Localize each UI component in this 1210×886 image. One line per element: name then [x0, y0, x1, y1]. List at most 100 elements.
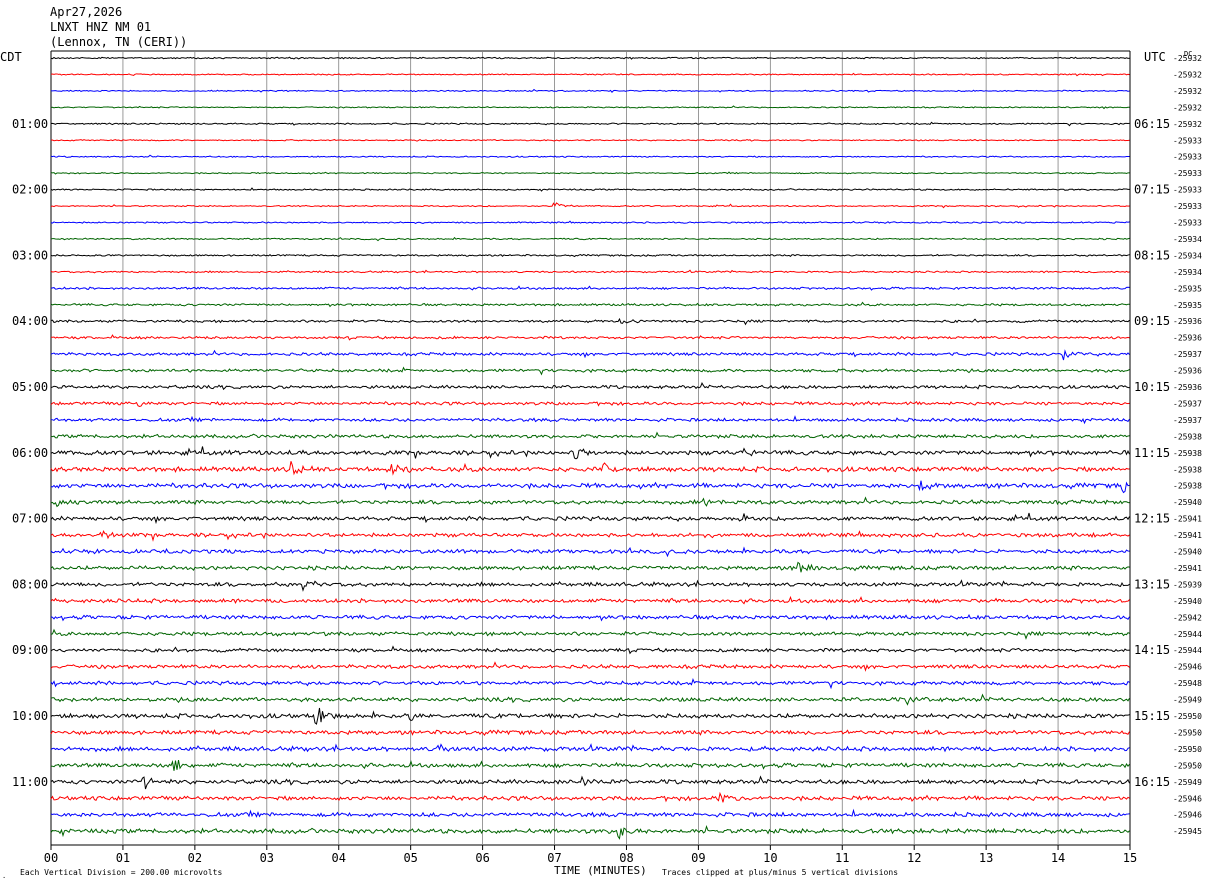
x-axis: 00 01 02 03 04 05 06 07 08 09 10 11 12 13 14 15	[44, 845, 1137, 865]
dc-offset-label: -25935	[1173, 284, 1202, 293]
trace-38	[50, 661, 1130, 672]
trace-31	[50, 546, 1130, 558]
x-tick-label: 11	[835, 851, 849, 865]
trace-34	[50, 595, 1130, 605]
x-tick-label: 04	[332, 851, 346, 865]
left-hour-label: 09:00	[12, 643, 48, 657]
trace-35	[50, 614, 1130, 622]
trace-39	[50, 678, 1130, 690]
header-station: LNXT HNZ NM 01	[50, 20, 151, 34]
trace-13	[50, 253, 1130, 258]
trace-12	[50, 236, 1130, 242]
x-tick-label: 13	[979, 851, 993, 865]
x-axis-label: TIME (MINUTES)	[554, 864, 647, 877]
left-hour-label: 07:00	[12, 512, 48, 526]
dc-offset-label: -25936	[1173, 383, 1202, 392]
trace-11	[50, 220, 1130, 224]
dc-offset-label: -25941	[1173, 531, 1202, 540]
trace-18	[50, 334, 1130, 341]
x-tick-label: 06	[475, 851, 489, 865]
trace-15	[50, 285, 1130, 291]
left-hour-label: 04:00	[12, 314, 48, 328]
dc-offset-label: -25933	[1173, 169, 1202, 178]
dc-offset-label: -25950	[1173, 761, 1202, 770]
dc-offset-label: -25934	[1173, 268, 1202, 277]
trace-5	[50, 121, 1130, 127]
trace-2	[50, 72, 1130, 77]
dc-offset-label: -25933	[1173, 186, 1202, 195]
trace-45	[50, 775, 1130, 790]
x-tick-label: 00	[44, 851, 58, 865]
trace-27	[50, 480, 1130, 494]
trace-44	[50, 759, 1130, 771]
right-hour-label: 11:15	[1134, 446, 1170, 460]
dc-offset-label: -25932	[1173, 70, 1202, 79]
right-hour-label: 06:15	[1134, 117, 1170, 131]
trace-16	[50, 301, 1130, 308]
right-hour-label: 14:15	[1134, 643, 1170, 657]
dc-offset-label: -25938	[1173, 449, 1202, 458]
right-hour-labels: 06:15 07:15 08:15 09:15 10:15 11:15 12:15 13:15…	[1134, 117, 1170, 789]
dc-offset-label: -25933	[1173, 219, 1202, 228]
trace-23	[50, 415, 1130, 425]
dc-offset-label: -25935	[1173, 301, 1202, 310]
x-tick-label: 08	[619, 851, 633, 865]
trace-30	[50, 529, 1130, 542]
dc-offset-label: -25945	[1173, 827, 1202, 836]
dc-offset-label: -25933	[1173, 202, 1202, 211]
dc-offset-label: -25949	[1173, 696, 1202, 705]
dc-offset-label: -25937	[1173, 416, 1202, 425]
right-timezone-label: UTC	[1144, 50, 1166, 64]
dc-offset-label: -25938	[1173, 482, 1202, 491]
dc-offset-label: -25946	[1173, 811, 1202, 820]
header-date: Apr27,2026	[50, 5, 122, 19]
left-hour-label: 11:00	[12, 775, 48, 789]
trace-10	[50, 202, 1130, 209]
trace-46	[50, 791, 1130, 803]
dc-offset-label: -25938	[1173, 432, 1202, 441]
grid-lines	[50, 50, 1131, 846]
x-tick-label: 01	[116, 851, 130, 865]
trace-40	[50, 693, 1130, 706]
dc-offset-label: -25944	[1173, 646, 1202, 655]
dc-offset-label: -25932	[1173, 54, 1202, 63]
x-tick-label: 02	[188, 851, 202, 865]
dc-offset-label: -25932	[1173, 87, 1202, 96]
left-hour-label: 10:00	[12, 709, 48, 723]
x-tick-label: 09	[691, 851, 705, 865]
left-hour-label: 08:00	[12, 577, 48, 591]
dc-offset-label: -25940	[1173, 498, 1202, 507]
right-hour-label: 16:15	[1134, 775, 1170, 789]
trace-48	[50, 824, 1130, 840]
left-hour-label: 01:00	[12, 117, 48, 131]
clip-note: Traces clipped at plus/minus 5 vertical …	[662, 868, 898, 877]
dc-offset-label: -25940	[1173, 597, 1202, 606]
trace-21	[50, 382, 1130, 391]
x-tick-label: 12	[907, 851, 921, 865]
dc-offset-label: -25944	[1173, 630, 1202, 639]
dc-offset-label: -25937	[1173, 399, 1202, 408]
trace-47	[50, 808, 1130, 818]
trace-9	[50, 187, 1130, 192]
trace-14	[50, 269, 1130, 274]
right-hour-label: 07:15	[1134, 183, 1170, 197]
x-tick-label: 05	[403, 851, 417, 865]
trace-29	[50, 512, 1130, 525]
dc-offset-label: -25932	[1173, 120, 1202, 129]
dc-offset-label: -25950	[1173, 728, 1202, 737]
dc-offset-label: -25934	[1173, 251, 1202, 260]
x-tick-label: 10	[763, 851, 777, 865]
trace-19	[50, 349, 1130, 361]
left-hour-label: 06:00	[12, 446, 48, 460]
right-hour-label: 09:15	[1134, 314, 1170, 328]
dc-offset-label: -25950	[1173, 712, 1202, 721]
dc-offset-label: -25937	[1173, 350, 1202, 359]
seismic-traces	[50, 56, 1130, 840]
left-timezone-label: CDT	[0, 50, 22, 64]
dc-offset-label: -25940	[1173, 548, 1202, 557]
trace-25	[50, 446, 1130, 460]
trace-6	[50, 139, 1130, 142]
trace-17	[50, 317, 1130, 326]
trace-8	[50, 171, 1130, 175]
x-tick-label: 15	[1123, 851, 1137, 865]
